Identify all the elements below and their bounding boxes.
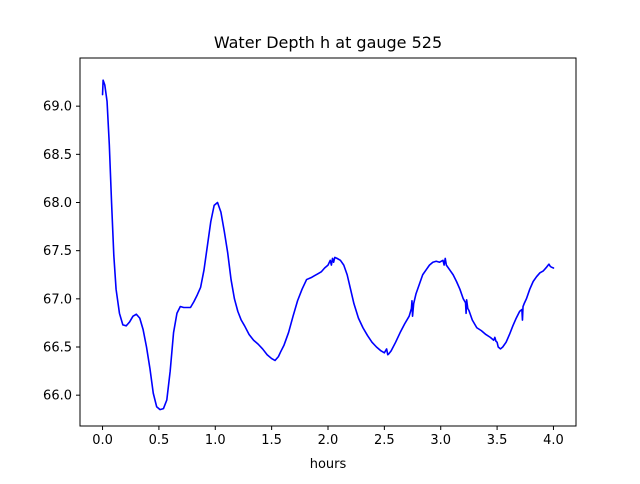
y-tick-label: 66.0 xyxy=(43,389,72,404)
plot-area xyxy=(80,58,576,426)
x-tick-label: 2.0 xyxy=(318,433,339,448)
x-tick-label: 4.0 xyxy=(543,433,564,448)
y-tick-label: 67.5 xyxy=(43,244,72,259)
series-line-0 xyxy=(101,79,555,411)
x-tick-label: 0.5 xyxy=(149,433,170,448)
y-tick-label: 69.0 xyxy=(43,100,72,115)
x-tick-label: 1.5 xyxy=(261,433,282,448)
y-tick-label: 66.5 xyxy=(43,341,72,356)
x-axis-label: hours xyxy=(310,457,347,472)
x-tick-label: 3.5 xyxy=(487,433,508,448)
x-tick-label: 1.0 xyxy=(205,433,226,448)
y-tick-label: 68.0 xyxy=(43,196,72,211)
y-tick-label: 68.5 xyxy=(43,148,72,163)
x-tick-label: 2.5 xyxy=(374,433,395,448)
chart-title: Water Depth h at gauge 525 xyxy=(214,33,442,52)
x-tick-label: 0.0 xyxy=(92,433,113,448)
x-tick-label: 3.0 xyxy=(430,433,451,448)
y-tick-label: 67.0 xyxy=(43,292,72,307)
